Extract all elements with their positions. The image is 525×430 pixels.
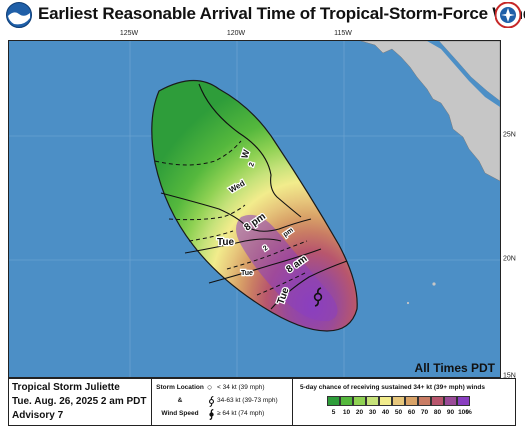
time-label-wed-2pm-small: 2: [248, 162, 256, 168]
probability-swatch: [353, 396, 366, 406]
divider: [151, 379, 152, 425]
probability-level-label: 90: [446, 409, 455, 416]
page-title: Earliest Reasonable Arrival Time of Trop…: [38, 4, 525, 23]
probability-level-label: 10: [342, 409, 351, 416]
probability-swatches: [327, 396, 470, 406]
legend-label-ampersand: &: [177, 397, 183, 404]
probability-level-label: 100: [458, 409, 469, 416]
probability-swatch: [379, 396, 392, 406]
latitude-label-25n: 25N: [503, 131, 516, 139]
probability-swatch: [366, 396, 379, 406]
header: Earliest Reasonable Arrival Time of Trop…: [0, 0, 525, 30]
probability-swatch: [392, 396, 405, 406]
swath-inner-highlight: [236, 214, 338, 322]
legend-label-wind-speed: Wind Speed: [161, 410, 199, 417]
time-label-tue-8pm: Tue: [217, 237, 234, 248]
advisory-number: Advisory 7: [12, 410, 64, 421]
hurricane-icon: [207, 408, 216, 422]
legend-item-64kt-plus: ≥ 64 kt (74 mph): [217, 410, 265, 417]
probability-level-label: 80: [433, 409, 442, 416]
probability-legend-title: 5-day chance of receiving sustained 34+ …: [300, 384, 485, 391]
probability-level-label: 40: [381, 409, 390, 416]
probability-swatch: [418, 396, 431, 406]
tropical-storm-icon: [313, 287, 323, 307]
probability-swatch: [444, 396, 457, 406]
divider: [292, 379, 293, 425]
noaa-logo-icon: [6, 2, 32, 28]
probability-level-label: 70: [420, 409, 429, 416]
time-label-tue-small: Tue: [241, 270, 253, 277]
longitude-label-115w: 115W: [334, 30, 352, 37]
probability-swatch: [327, 396, 340, 406]
map-canvas: W 2 Wed Tue 8 pm 2 pm Tue 8 am Tue: [9, 41, 500, 377]
probability-level-label: 5: [331, 409, 336, 416]
all-times-note: All Times PDT: [414, 361, 495, 375]
probability-level-label: 20: [355, 409, 364, 416]
probability-swatch: [431, 396, 444, 406]
legend-item-34-63kt: 34-63 kt (39-73 mph): [217, 397, 278, 404]
advisory-date: Tue. Aug. 26, 2025 2 am PDT: [12, 396, 147, 407]
probability-labels: 5 10 20 30 40 50 60 70 80 90 100: [327, 409, 470, 416]
probability-swatch: [340, 396, 353, 406]
legend-item-below-34kt: < 34 kt (39 mph): [217, 384, 265, 391]
probability-swatch: [405, 396, 418, 406]
island: [406, 301, 410, 305]
storm-name: Tropical Storm Juliette: [12, 382, 120, 393]
longitude-label-120w: 120W: [226, 30, 246, 37]
latitude-label-20n: 20N: [503, 255, 516, 263]
legend-label-storm-location: Storm Location: [156, 384, 204, 391]
percent-sign: %: [466, 409, 472, 416]
circle-icon: ○: [207, 382, 213, 392]
longitude-label-125w: 125W: [119, 30, 139, 37]
probability-level-label: 60: [407, 409, 416, 416]
probability-map[interactable]: W 2 Wed Tue 8 pm 2 pm Tue 8 am Tue: [8, 40, 501, 378]
tropical-storm-icon: [207, 395, 216, 409]
island: [432, 282, 436, 286]
probability-level-label: 50: [394, 409, 403, 416]
nws-logo-icon: [495, 2, 521, 28]
legend-footer: Tropical Storm Juliette Tue. Aug. 26, 20…: [8, 378, 516, 426]
probability-swatch: [457, 396, 470, 406]
probability-level-label: 30: [368, 409, 377, 416]
baja-gulf: [427, 41, 500, 107]
time-label-tue-2am: 2: [262, 245, 269, 253]
latitude-label-15n: 15N: [503, 372, 516, 380]
